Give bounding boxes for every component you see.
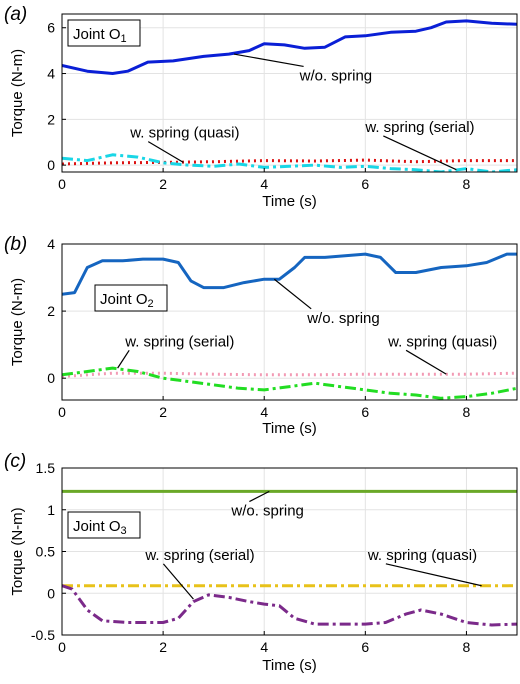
y-tick-label: 0 [47, 585, 55, 601]
panel-letter: (b) [4, 234, 27, 255]
plot-frame [61, 243, 518, 401]
annotation-leader [383, 135, 457, 171]
x-tick-label: 6 [361, 404, 369, 420]
x-tick-label: 0 [58, 404, 66, 420]
y-tick-label: 0.5 [36, 544, 56, 560]
x-tick-label: 6 [361, 176, 369, 192]
x-tick-label: 8 [463, 639, 471, 655]
series-line [62, 158, 517, 166]
series-line [62, 366, 517, 400]
annotation-leader [117, 349, 130, 369]
annotation-leader [233, 53, 304, 67]
joint-label-box [67, 19, 141, 47]
x-axis-label: Time (s) [262, 420, 316, 437]
panel-letter: (a) [4, 4, 27, 25]
panel-letter: (c) [4, 451, 26, 472]
annotation-label: w. spring (serial) [124, 333, 234, 350]
annotation-label: w/o. spring [306, 310, 380, 327]
annotation-label: w. spring (quasi) [367, 547, 477, 564]
joint-label: Joint O2 [100, 291, 154, 310]
series-line [62, 584, 517, 627]
x-tick-label: 0 [58, 639, 66, 655]
joint-subscript: 3 [121, 525, 127, 537]
series-line [62, 252, 517, 296]
joint-label-box [94, 284, 168, 312]
annotation-leader [405, 349, 447, 375]
x-tick-label: 4 [260, 639, 268, 655]
x-tick-label: 6 [361, 639, 369, 655]
y-tick-label: 2 [47, 111, 55, 127]
joint-label: Joint O1 [73, 26, 127, 45]
series-line [62, 153, 517, 172]
x-tick-label: 8 [463, 176, 471, 192]
annotation-leader [385, 563, 482, 587]
x-tick-label: 2 [159, 176, 167, 192]
series-line [62, 371, 517, 378]
annotation-label: w/o. spring [299, 67, 373, 84]
y-tick-label: -0.5 [31, 627, 55, 643]
y-tick-label: 1.5 [36, 460, 56, 476]
y-tick-label: 6 [47, 20, 55, 36]
y-axis-label: Torque (N-m) [9, 507, 26, 595]
annotation-label: w. spring (serial) [144, 547, 254, 564]
annotation-leader [162, 563, 194, 600]
x-tick-label: 4 [260, 404, 268, 420]
joint-subscript: 2 [148, 298, 154, 310]
y-tick-label: 0 [47, 157, 55, 173]
y-tick-label: 0 [47, 370, 55, 386]
annotation-label: w. spring (serial) [364, 119, 474, 136]
y-tick-label: 4 [47, 66, 55, 82]
x-tick-label: 8 [463, 404, 471, 420]
joint-label: Joint O3 [73, 518, 127, 537]
y-axis-label: Torque (N-m) [9, 49, 26, 137]
series-line [62, 19, 517, 75]
joint-subscript: 1 [121, 33, 127, 45]
annotation-label: w. spring (quasi) [129, 125, 239, 142]
annotation-label: w. spring (quasi) [387, 333, 497, 350]
y-tick-label: 2 [47, 303, 55, 319]
y-tick-label: 4 [47, 236, 55, 252]
annotation-leader [147, 141, 184, 163]
x-axis-label: Time (s) [262, 193, 316, 210]
joint-label-box [67, 511, 141, 539]
x-axis-label: Time (s) [262, 657, 316, 674]
y-axis-label: Torque (N-m) [9, 278, 26, 366]
annotation-leader [249, 490, 270, 503]
x-tick-label: 2 [159, 404, 167, 420]
x-tick-label: 0 [58, 176, 66, 192]
panel-1: 0 2 4 6 8 0 2 4 6 Time (s) Torque (N-m) (a) Joint O1… [4, 4, 518, 210]
x-tick-label: 2 [159, 639, 167, 655]
y-tick-label: 1 [47, 502, 55, 518]
annotation-leader [273, 278, 312, 310]
plot-frame [61, 13, 518, 173]
annotation-label: w/o. spring [230, 503, 304, 520]
x-tick-label: 4 [260, 176, 268, 192]
